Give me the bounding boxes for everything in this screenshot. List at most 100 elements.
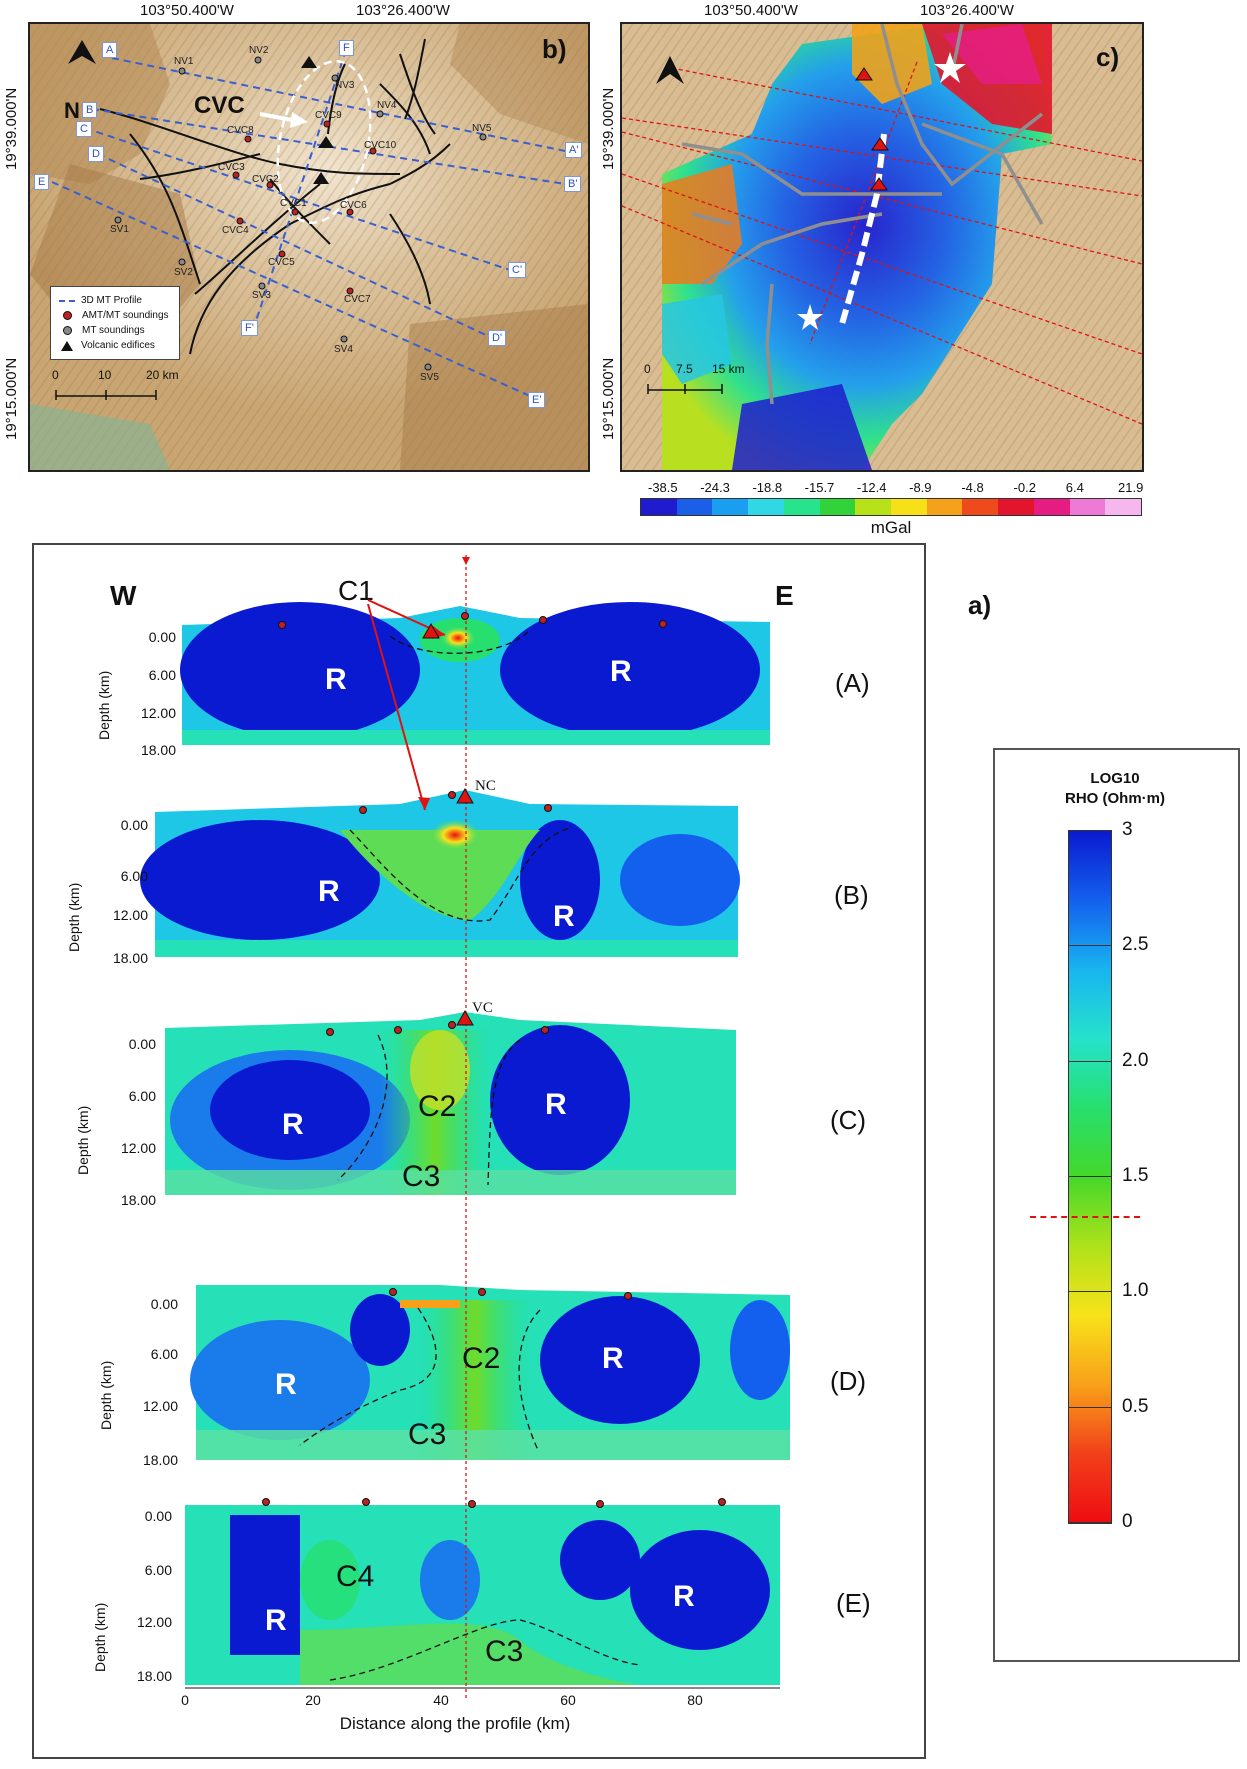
c1-label: C1 <box>338 575 374 606</box>
resistor-label: R <box>265 1604 287 1637</box>
gravity-colorbar-swatch <box>962 499 999 515</box>
profile-label-b: B <box>82 102 98 118</box>
panel-c-letter: c) <box>1096 42 1120 72</box>
gravity-colorbar-swatch <box>676 499 713 515</box>
site-label: SV4 <box>334 344 353 355</box>
gravity-colorbar-tick: 6.4 <box>1065 480 1084 495</box>
dashed-line-icon <box>59 299 75 302</box>
colorbar-title-line2: RHO (Ohm·m) <box>1065 790 1165 807</box>
colorbar-tick-label: 2.0 <box>1122 1049 1149 1071</box>
profile-label-c-prime: C' <box>508 262 527 278</box>
scale-label: 0 <box>644 362 651 376</box>
depth-tick: 0.00 <box>148 629 176 645</box>
colorbar-red-dashed-marker <box>1030 1216 1140 1218</box>
site-label: SV3 <box>252 290 271 301</box>
gravity-colorbar-swatch <box>748 499 784 515</box>
resistor-label: R <box>318 875 340 908</box>
gravity-colorbar-ticks: -38.5 -24.3 -18.8 -15.7 -12.4 -8.9 -4.8 -0.2 6.4… <box>640 480 1144 498</box>
site-label: NV3 <box>335 80 355 91</box>
resistivity-colorbar-box <box>993 748 1240 1662</box>
resistor-label: R <box>610 655 632 688</box>
colorbar-tick-label: 0 <box>1122 1511 1133 1532</box>
site-label: CVC10 <box>364 140 397 151</box>
resistor-label: R <box>325 663 347 696</box>
x-tick: 80 <box>687 1692 703 1708</box>
gravity-colorbar-swatch <box>783 499 820 515</box>
scale-label: 15 km <box>712 362 745 376</box>
star-icon <box>934 52 966 83</box>
section-id-b: (B) <box>834 880 869 910</box>
volcano-icon <box>855 67 873 81</box>
depth-tick: 0.00 <box>120 817 148 833</box>
profile-label-a: A <box>102 42 118 58</box>
gravity-colorbar-tick: -8.9 <box>909 480 932 495</box>
depth-tick: 6.00 <box>148 667 176 683</box>
gravity-colorbar-tick: -38.5 <box>648 480 678 495</box>
legend-label: AMT/MT soundings <box>82 310 169 321</box>
red-dot-icon <box>63 311 72 320</box>
site-label: SV1 <box>110 224 129 235</box>
gravity-colorbar-swatch <box>712 499 749 515</box>
colorbar-tick-label: 0.5 <box>1122 1395 1149 1417</box>
profile-label-b-prime: B' <box>564 176 582 192</box>
lat-label-1: 19°39.000'N <box>3 87 20 170</box>
gravity-colorbar-swatch <box>855 499 892 515</box>
section-id-e: (E) <box>836 1588 871 1618</box>
site-label: SV5 <box>420 372 439 383</box>
site-label: CVC2 <box>252 174 279 185</box>
resistor-label: R <box>553 900 575 933</box>
north-label: N <box>64 98 80 123</box>
depth-tick: 6.00 <box>120 868 148 884</box>
legend-label: Volcanic edifices <box>81 340 155 351</box>
profile-label-d: D <box>88 146 104 162</box>
star-icon <box>797 304 823 330</box>
resistor-label: R <box>673 1580 695 1613</box>
vc-label: VC <box>472 1000 493 1016</box>
panel-c-map: 103°50.400'W 103°26.400'W 19°39.000'N 19… <box>598 0 1247 545</box>
lat-label-2: 19°15.000'N <box>3 357 20 440</box>
gravity-colorbar-swatch <box>819 499 856 515</box>
colorbar-tick-mark <box>1068 1406 1112 1408</box>
gravity-colorbar-swatch <box>998 499 1034 515</box>
profile-label-e: E <box>34 174 50 190</box>
depth-tick: 12.00 <box>120 1140 156 1156</box>
site-label: NV1 <box>174 56 194 67</box>
site-label: NV5 <box>472 123 492 134</box>
colorbar-tick-label: 2.5 <box>1122 934 1149 956</box>
lon-label-2: 103°26.400'W <box>920 2 1014 19</box>
colorbar-tick-mark <box>1068 1060 1112 1062</box>
scale-label: 20 km <box>146 368 179 382</box>
map-c-frame: c) 0 7.5 15 km <box>620 22 1144 472</box>
colorbar-tick-mark <box>1068 945 1112 947</box>
depth-tick: 12.00 <box>142 1398 178 1414</box>
conductor-label: C3 <box>402 1160 441 1193</box>
scale-label: 0 <box>52 368 59 382</box>
lon-label-1: 103°50.400'W <box>704 2 798 19</box>
depth-tick: 12.00 <box>136 1614 172 1630</box>
gravity-colorbar-tick: -24.3 <box>700 480 730 495</box>
map-legend: 3D MT Profile AMT/MT soundings MT soundi… <box>50 286 180 360</box>
depth-tick: 18.00 <box>112 950 148 966</box>
depth-tick: 18.00 <box>142 1452 178 1468</box>
gravity-colorbar-swatch <box>926 499 963 515</box>
north-arrow-icon <box>656 56 684 84</box>
depth-tick: 0.00 <box>144 1508 172 1524</box>
depth-tick: 18.00 <box>120 1192 156 1208</box>
gravity-colorbar-swatch <box>641 499 677 515</box>
lat-label-2: 19°15.000'N <box>600 357 617 440</box>
site-label: CVC8 <box>227 125 254 136</box>
x-tick: 60 <box>560 1692 576 1708</box>
gravity-colorbar-tick: 21.9 <box>1118 480 1144 495</box>
panel-a-letter: a) <box>968 590 992 620</box>
resistor-label: R <box>282 1108 304 1141</box>
conductor-label: C4 <box>336 1560 375 1593</box>
depth-tick: 6.00 <box>128 1088 156 1104</box>
site-label: NV2 <box>249 45 269 56</box>
colorbar-tick-label: 1.5 <box>1122 1165 1149 1186</box>
depth-tick: 18.00 <box>140 742 176 758</box>
site-label: CVC7 <box>344 294 371 305</box>
depth-axis-title: Depth (km) <box>92 1602 108 1672</box>
panel-b-map: 103°50.400'W 103°26.400'W 19°39.000'N 19… <box>0 0 590 475</box>
depth-axis-title: Depth (km) <box>75 1105 91 1175</box>
gravity-colorbar-tick: -15.7 <box>804 480 835 495</box>
